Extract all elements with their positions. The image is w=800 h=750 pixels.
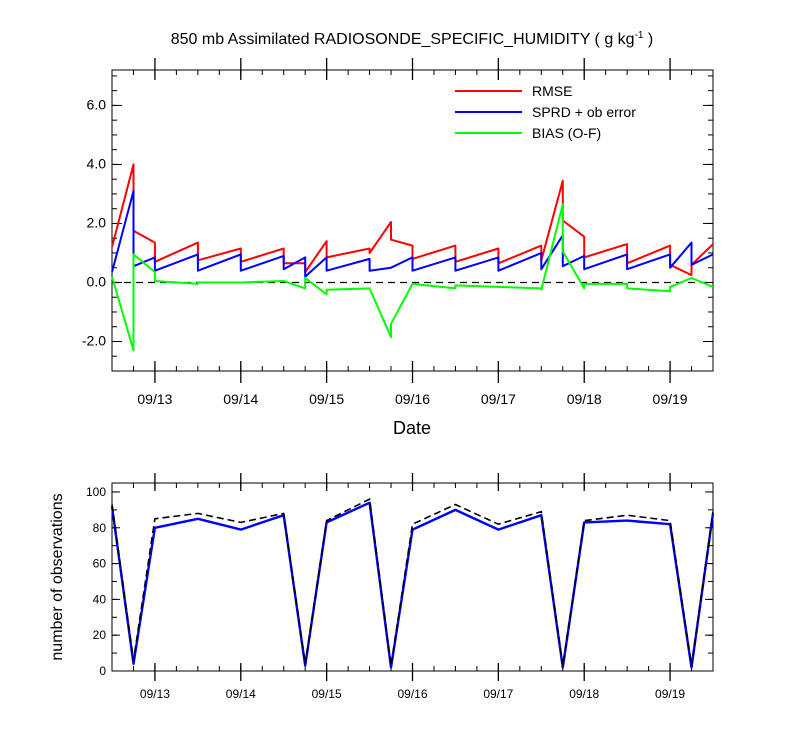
y-tick-label: 20 <box>93 628 107 642</box>
legend-label: RMSE <box>532 83 572 99</box>
x-tick-label: 09/17 <box>483 687 513 701</box>
legend-label: SPRD + ob error <box>532 104 636 120</box>
y-tick-label: 0 <box>99 664 106 678</box>
x-tick-label: 09/16 <box>397 687 427 701</box>
y-tick-label: 60 <box>93 557 107 571</box>
x-tick-label: 09/17 <box>481 391 516 407</box>
series-line-rmse <box>111 163 714 277</box>
series-line-sprd-ob-error <box>111 190 714 278</box>
y-tick-label: 40 <box>93 592 107 606</box>
x-tick-label: 09/19 <box>653 391 688 407</box>
x-tick-label: 09/13 <box>140 687 170 701</box>
bottom-plot-frame <box>111 482 714 672</box>
y-tick-label: 6.0 <box>87 96 107 112</box>
x-tick-label: 09/13 <box>137 391 172 407</box>
top-plot: -2.0 0.0 2.0 4.0 6.0 09/13 09/14 09/15 09/16 09/1… <box>82 58 714 438</box>
y-tick-label: 100 <box>86 485 106 499</box>
bottom-plot: 0 20 40 60 80 100 09/13 09/14 09/15 09/16 09/17 09/… <box>49 473 715 701</box>
legend: RMSE SPRD + ob error BIAS (O-F) <box>455 83 636 141</box>
x-tick-label: 09/14 <box>226 687 256 701</box>
chart-title: 850 mb Assimilated RADIOSONDE_SPECIFIC_H… <box>171 30 654 48</box>
y-axis-label-bottom: number of observations <box>49 493 66 660</box>
series-line-obs-dashed <box>111 498 714 667</box>
x-axis-label: Date <box>393 418 431 438</box>
legend-label: BIAS (O-F) <box>532 125 601 141</box>
y-tick-label: 0.0 <box>87 273 107 289</box>
series-line-bias-o-f <box>111 203 714 352</box>
x-tick-label: 09/16 <box>395 391 430 407</box>
x-tick-label: 09/19 <box>655 687 685 701</box>
x-tick-label: 09/18 <box>569 687 599 701</box>
y-tick-label: -2.0 <box>82 332 106 348</box>
chart-title-superscript: -1 <box>635 30 644 41</box>
x-tick-label: 09/18 <box>567 391 602 407</box>
x-tick-label: 09/15 <box>312 687 342 701</box>
y-tick-label: 4.0 <box>87 155 107 171</box>
y-tick-label: 2.0 <box>87 214 107 230</box>
y-tick-label: 80 <box>93 521 107 535</box>
x-tick-label: 09/14 <box>223 391 258 407</box>
x-tick-label: 09/15 <box>309 391 344 407</box>
